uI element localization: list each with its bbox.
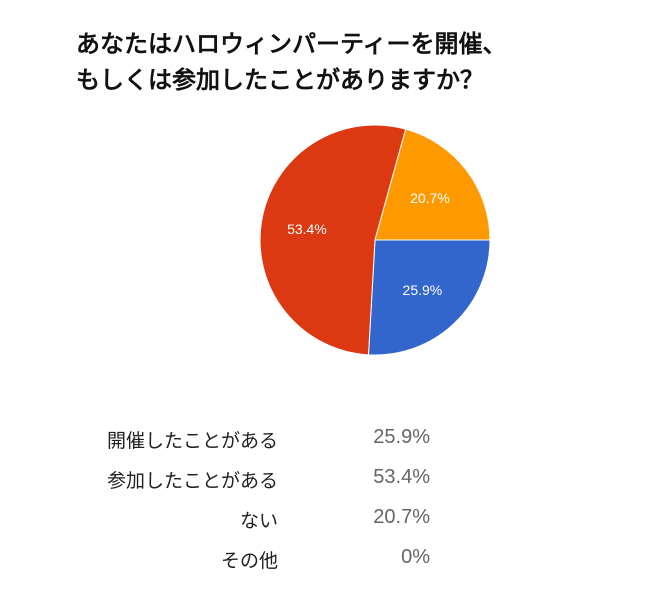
data-row-label: 参加したことがある: [106, 470, 278, 492]
pie-chart: 25.9% 53.4% 20.7%: [259, 124, 491, 356]
chart-title-line-2: もしくは参加したことがありますか？: [76, 66, 484, 94]
data-row-value: 53.4%: [373, 466, 430, 488]
data-row: 参加したことがある 53.4%: [0, 462, 650, 502]
chart-title: あなたはハロウィンパーティーを開催、 もしくは参加したことがありますか？: [76, 26, 636, 98]
data-row-value: 25.9%: [373, 426, 430, 448]
data-table: 開催したことがある 25.9% 参加したことがある 53.4% ない 20.7%…: [0, 422, 650, 582]
data-row: 開催したことがある 25.9%: [0, 422, 650, 462]
data-row-value: 0%: [401, 546, 430, 568]
data-row-value: 20.7%: [373, 506, 430, 528]
data-row: その他 0%: [0, 542, 650, 582]
data-row-label: ない: [239, 510, 278, 532]
data-row-label: 開催したことがある: [106, 430, 278, 452]
pie-slice-label: 20.7%: [410, 190, 450, 206]
data-row: ない 20.7%: [0, 502, 650, 542]
data-row-label: その他: [220, 550, 278, 572]
pie-slice: [374, 128, 491, 241]
pie-slice: [367, 239, 491, 356]
pie-slice: [259, 124, 407, 356]
chart-title-line-1: あなたはハロウィンパーティーを開催、: [76, 30, 507, 58]
pie-slice-label: 53.4%: [287, 221, 327, 237]
pie-slice-label: 25.9%: [403, 282, 443, 298]
